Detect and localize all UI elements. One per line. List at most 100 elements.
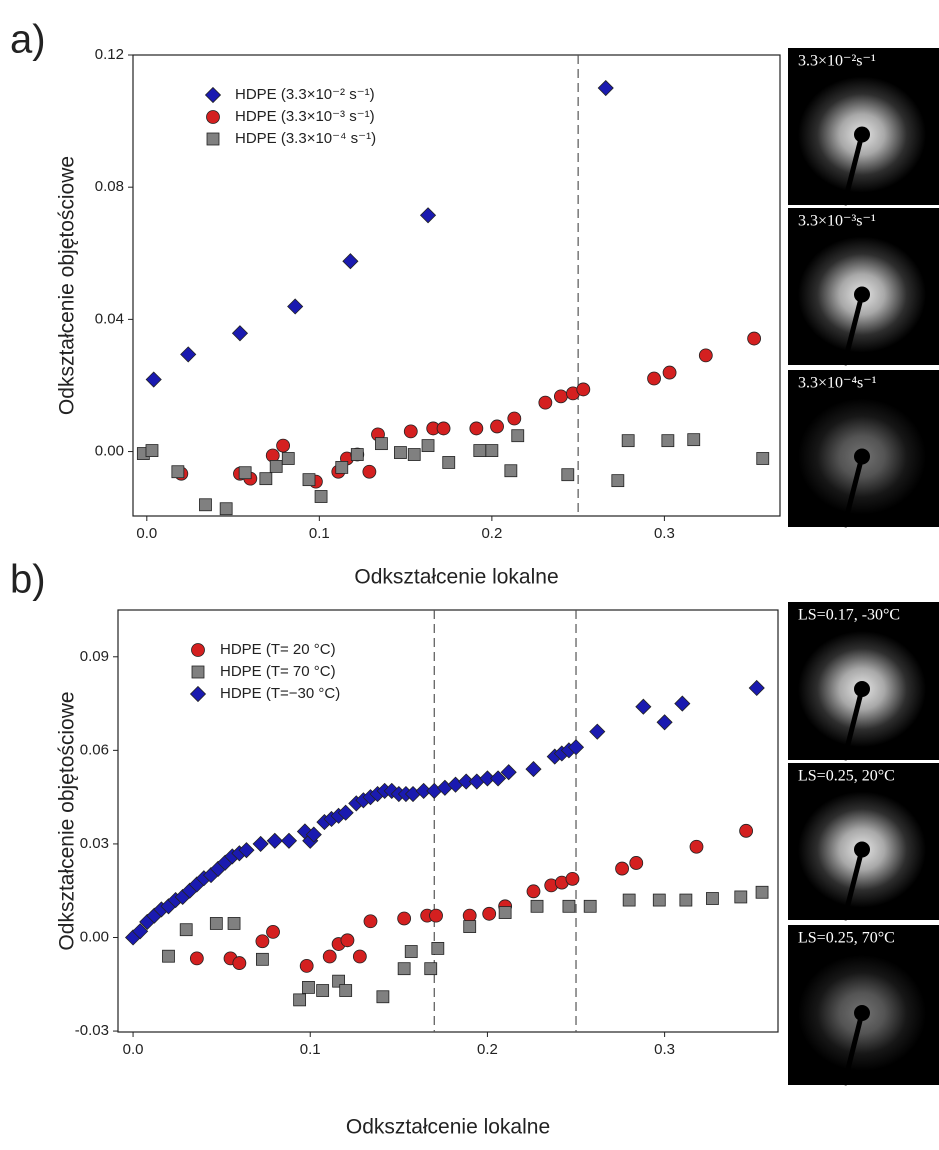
- data-point: [499, 907, 511, 919]
- data-point: [239, 467, 251, 479]
- data-point: [598, 81, 613, 96]
- data-point: [317, 985, 329, 997]
- data-point: [612, 475, 624, 487]
- data-point: [162, 950, 174, 962]
- data-point: [181, 347, 196, 362]
- legend-label: HDPE (T=−30 °C): [220, 685, 340, 702]
- legend-label: HDPE (3.3×10⁻⁴ s⁻¹): [235, 130, 376, 147]
- image-caption: 3.3×10⁻⁴s⁻¹: [798, 375, 877, 392]
- image-caption: 3.3×10⁻²s⁻¹: [798, 53, 876, 70]
- beam-stop: [854, 449, 870, 465]
- beam-stop: [854, 127, 870, 143]
- data-point: [288, 299, 303, 314]
- x-axis-title: Odkształcenie lokalne: [346, 1116, 550, 1139]
- data-point: [199, 499, 211, 511]
- data-point: [749, 680, 764, 695]
- y-axis-title: Odkształcenie objętościowe: [56, 156, 79, 415]
- data-point: [253, 836, 268, 851]
- data-point: [281, 833, 296, 848]
- data-point: [408, 449, 420, 461]
- data-point: [364, 915, 377, 928]
- data-point: [657, 715, 672, 730]
- data-point: [699, 349, 712, 362]
- data-point: [398, 963, 410, 975]
- data-point: [663, 366, 676, 379]
- legend-marker: [191, 687, 206, 702]
- data-point: [405, 946, 417, 958]
- y-tick-label: 0.00: [80, 928, 109, 945]
- data-point: [302, 981, 314, 993]
- x-tick-label: 0.2: [477, 1041, 498, 1058]
- data-point: [228, 917, 240, 929]
- y-tick-label: 0.08: [95, 178, 124, 195]
- data-point: [623, 894, 635, 906]
- panel-label: a): [10, 18, 46, 62]
- legend-marker: [192, 666, 204, 678]
- beam-stop: [854, 681, 870, 697]
- data-point: [375, 438, 387, 450]
- data-point: [706, 893, 718, 905]
- data-point: [653, 894, 665, 906]
- data-point: [394, 447, 406, 459]
- x-tick-label: 0.0: [123, 1041, 144, 1058]
- x-tick-label: 0.2: [481, 525, 502, 542]
- data-point: [740, 824, 753, 837]
- data-point: [425, 963, 437, 975]
- data-point: [256, 935, 269, 948]
- data-point: [260, 473, 272, 485]
- data-point: [584, 900, 596, 912]
- data-point: [294, 994, 306, 1006]
- data-point: [648, 372, 661, 385]
- data-point: [422, 440, 434, 452]
- data-point: [616, 862, 629, 875]
- data-point: [554, 390, 567, 403]
- data-point: [563, 900, 575, 912]
- plot-frame: [133, 55, 780, 516]
- image-caption: 3.3×10⁻³s⁻¹: [798, 213, 876, 230]
- data-point: [363, 465, 376, 478]
- data-point: [748, 332, 761, 345]
- data-point: [351, 449, 363, 461]
- legend-marker: [206, 88, 221, 103]
- data-point: [315, 491, 327, 503]
- data-point: [404, 425, 417, 438]
- data-point: [622, 435, 634, 447]
- data-point: [340, 985, 352, 997]
- data-point: [267, 833, 282, 848]
- y-tick-label: -0.03: [75, 1022, 109, 1039]
- data-point: [675, 696, 690, 711]
- figure: a) Odkształcenie lokalne Odkształcenie obj…: [0, 0, 939, 1145]
- data-point: [491, 420, 504, 433]
- x-tick-label: 0.1: [309, 525, 330, 542]
- data-point: [282, 452, 294, 464]
- data-point: [688, 434, 700, 446]
- data-point: [526, 762, 541, 777]
- data-point: [630, 856, 643, 869]
- data-point: [146, 445, 158, 457]
- data-point: [508, 412, 521, 425]
- data-point: [636, 699, 651, 714]
- data-point: [146, 372, 161, 387]
- y-tick-label: 0.00: [95, 443, 124, 460]
- data-point: [430, 909, 443, 922]
- data-point: [735, 891, 747, 903]
- data-point: [210, 917, 222, 929]
- data-point: [421, 208, 436, 223]
- x-tick-label: 0.0: [136, 525, 157, 542]
- data-point: [220, 503, 232, 515]
- y-tick-label: 0.12: [95, 46, 124, 63]
- data-point: [300, 959, 313, 972]
- image-caption: LS=0.25, 20°C: [798, 768, 895, 785]
- data-point: [566, 872, 579, 885]
- data-point: [527, 885, 540, 898]
- plot-frame: [118, 610, 778, 1032]
- data-point: [443, 456, 455, 468]
- data-point: [531, 900, 543, 912]
- beam-stop: [854, 287, 870, 303]
- data-point: [323, 950, 336, 963]
- data-point: [172, 466, 184, 478]
- data-point: [353, 950, 366, 963]
- x-tick-label: 0.3: [654, 1041, 675, 1058]
- data-point: [343, 254, 358, 269]
- data-point: [303, 474, 315, 486]
